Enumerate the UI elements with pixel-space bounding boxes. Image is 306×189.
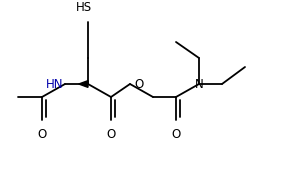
Text: HS: HS bbox=[76, 1, 92, 14]
Text: O: O bbox=[106, 128, 116, 141]
Text: O: O bbox=[134, 77, 143, 91]
Polygon shape bbox=[79, 81, 88, 87]
Text: O: O bbox=[171, 128, 181, 141]
Text: HN: HN bbox=[46, 77, 63, 91]
Text: O: O bbox=[37, 128, 47, 141]
Text: N: N bbox=[195, 77, 203, 91]
